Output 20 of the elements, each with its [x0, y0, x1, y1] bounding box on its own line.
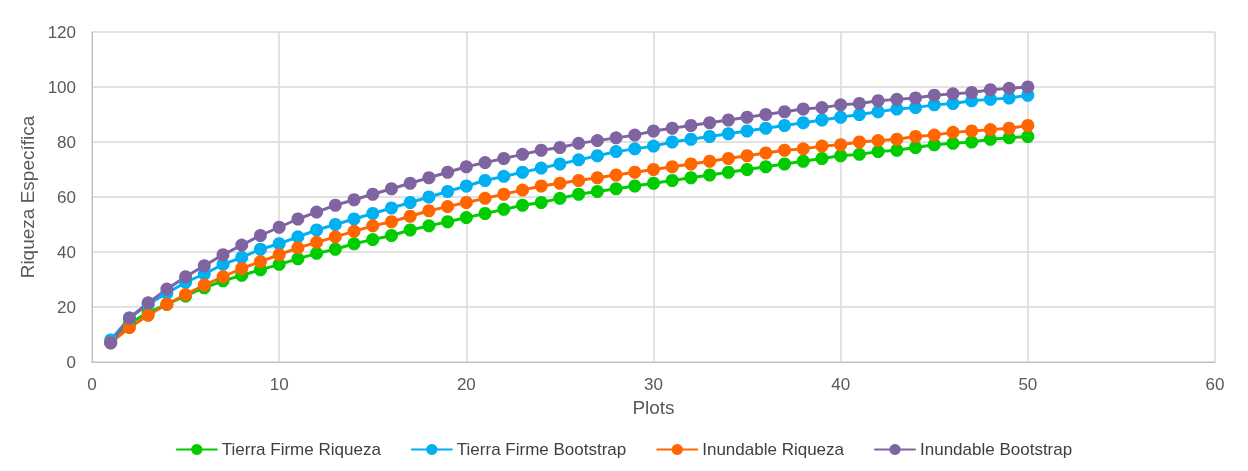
x-tick-label: 60 [1205, 375, 1225, 394]
y-tick-label: 120 [47, 22, 76, 42]
legend-label: Inundable Riqueza [702, 440, 845, 459]
y-tick-label: 40 [57, 242, 76, 262]
legend-label: Tierra Firme Bootstrap [456, 440, 627, 459]
legend-label: Inundable Bootstrap [920, 440, 1073, 459]
x-tick-label: 10 [269, 375, 289, 394]
x-tick-label: 20 [456, 375, 476, 394]
x-tick-label: 40 [831, 375, 851, 394]
y-tick-label: 0 [66, 352, 76, 372]
x-tick-label: 0 [87, 375, 97, 394]
y-axis-title: Riqueza Específica [16, 115, 38, 279]
y-tick-label: 20 [57, 297, 76, 317]
y-tick-label: 60 [57, 187, 76, 207]
legend-label: Tierra Firme Riqueza [221, 440, 382, 459]
y-tick-label: 80 [57, 132, 76, 152]
x-tick-label: 30 [644, 375, 663, 394]
x-tick-label: 50 [1018, 375, 1038, 394]
x-axis-title: Plots [632, 396, 675, 418]
y-tick-label: 100 [47, 77, 76, 97]
